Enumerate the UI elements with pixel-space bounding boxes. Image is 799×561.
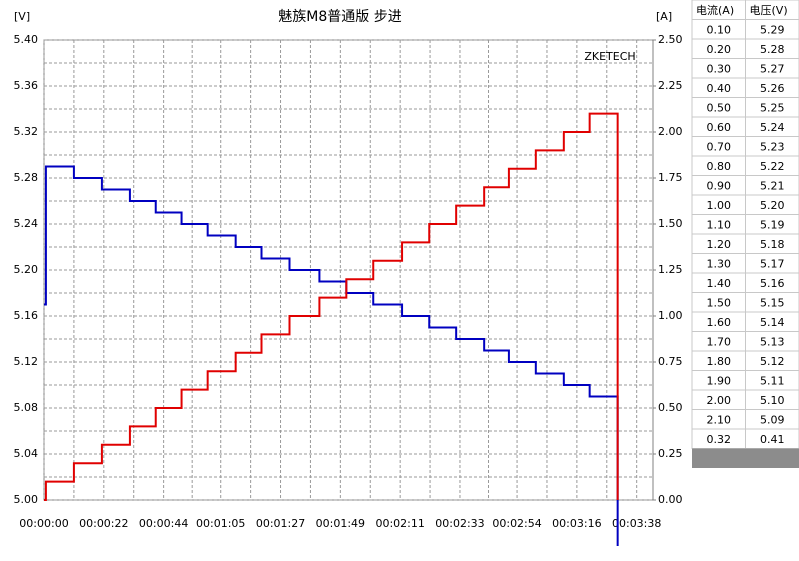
cell-text: 5.27 <box>760 62 785 75</box>
cell-text: 1.90 <box>707 374 732 387</box>
cell-text: 1.60 <box>707 316 732 329</box>
cell-text: 1.40 <box>707 277 732 290</box>
cell-text: 5.11 <box>760 374 785 387</box>
cell-text: 0.40 <box>707 82 732 95</box>
cell-text: 5.26 <box>760 82 785 95</box>
y2-tick-label: 1.25 <box>658 263 683 276</box>
cell-text: 0.30 <box>707 62 732 75</box>
y2-tick-label: 1.75 <box>658 171 683 184</box>
x-tick-label: 00:03:16 <box>552 517 601 530</box>
y-tick-label: 5.20 <box>14 263 39 276</box>
cell-text: 1.70 <box>707 335 732 348</box>
y2-tick-label: 2.50 <box>658 33 683 46</box>
cell-text: 5.19 <box>760 218 785 231</box>
x-tick-label: 00:02:11 <box>375 517 424 530</box>
y-tick-label: 5.28 <box>14 171 39 184</box>
cell-text: 5.24 <box>760 121 785 134</box>
cell-text: 1.20 <box>707 238 732 251</box>
x-tick-label: 00:00:22 <box>79 517 128 530</box>
cell-text: 0.20 <box>707 43 732 56</box>
y-tick-label: 5.24 <box>14 217 39 230</box>
cell-text: 0.10 <box>707 23 732 36</box>
x-tick-label: 00:00:00 <box>19 517 68 530</box>
y2-tick-label: 1.50 <box>658 217 683 230</box>
y-tick-label: 5.16 <box>14 309 39 322</box>
watermark: ZKETECH <box>584 50 635 63</box>
cell-text: 5.12 <box>760 355 785 368</box>
y-tick-label: 5.08 <box>14 401 39 414</box>
y2-tick-label: 2.00 <box>658 125 683 138</box>
cell-text: 5.13 <box>760 335 785 348</box>
y-tick-label: 5.40 <box>14 33 39 46</box>
cell-text: 0.50 <box>707 101 732 114</box>
cell-text: 0.70 <box>707 140 732 153</box>
cell-text: 0.80 <box>707 160 732 173</box>
x-tick-label: 00:01:27 <box>256 517 305 530</box>
cell-text: 1.80 <box>707 355 732 368</box>
cell-text: 1.10 <box>707 218 732 231</box>
cell-text: 5.14 <box>760 316 785 329</box>
y2-tick-label: 2.25 <box>658 79 683 92</box>
y-tick-label: 5.00 <box>14 493 39 506</box>
y2-tick-label: 0.25 <box>658 447 683 460</box>
x-tick-label: 00:02:54 <box>492 517 541 530</box>
series-line <box>44 165 619 546</box>
cell-text: 0.90 <box>707 179 732 192</box>
y-tick-label: 5.12 <box>14 355 39 368</box>
cell-text: 5.22 <box>760 160 785 173</box>
cell-text: 5.16 <box>760 277 785 290</box>
y-tick-label: 5.32 <box>14 125 39 138</box>
y-tick-label: 5.04 <box>14 447 39 460</box>
x-tick-label: 00:03:38 <box>612 517 661 530</box>
cell-text: 2.10 <box>707 413 732 426</box>
x-tick-label: 00:00:44 <box>139 517 188 530</box>
cell-text: 0.60 <box>707 121 732 134</box>
cell-text: 5.10 <box>760 394 785 407</box>
table-footer <box>692 448 799 468</box>
cell-text: 5.21 <box>760 179 785 192</box>
chart-title: 魅族M8普通版 步进 <box>278 9 401 25</box>
cell-text: 5.29 <box>760 23 785 36</box>
cell-text: 5.17 <box>760 257 785 270</box>
header-text: 电压(V) <box>750 4 788 17</box>
y2-tick-label: 0.00 <box>658 493 683 506</box>
cell-text: 1.50 <box>707 296 732 309</box>
y2-axis-label: [A] <box>656 10 672 23</box>
cell-text: 2.00 <box>707 394 732 407</box>
y2-tick-label: 1.00 <box>658 309 683 322</box>
y-tick-label: 5.36 <box>14 79 39 92</box>
cell-text: 5.25 <box>760 101 785 114</box>
cell-text: 5.23 <box>760 140 785 153</box>
cell-text: 1.30 <box>707 257 732 270</box>
series-line <box>44 112 619 501</box>
y-axis-label: [V] <box>14 10 30 23</box>
x-tick-label: 00:01:05 <box>196 517 245 530</box>
cell-text: 1.00 <box>707 199 732 212</box>
x-tick-label: 00:02:33 <box>435 517 484 530</box>
cell-text: 5.20 <box>760 199 785 212</box>
cell-text: 0.32 <box>707 433 732 446</box>
x-tick-label: 00:01:49 <box>316 517 365 530</box>
cell-text: 5.18 <box>760 238 785 251</box>
y2-tick-label: 0.75 <box>658 355 683 368</box>
cell-text: 5.15 <box>760 296 785 309</box>
header-text: 电流(A) <box>696 3 734 17</box>
y2-tick-label: 0.50 <box>658 401 683 414</box>
cell-text: 0.41 <box>760 433 785 446</box>
cell-text: 5.28 <box>760 43 785 56</box>
cell-text: 5.09 <box>760 413 785 426</box>
